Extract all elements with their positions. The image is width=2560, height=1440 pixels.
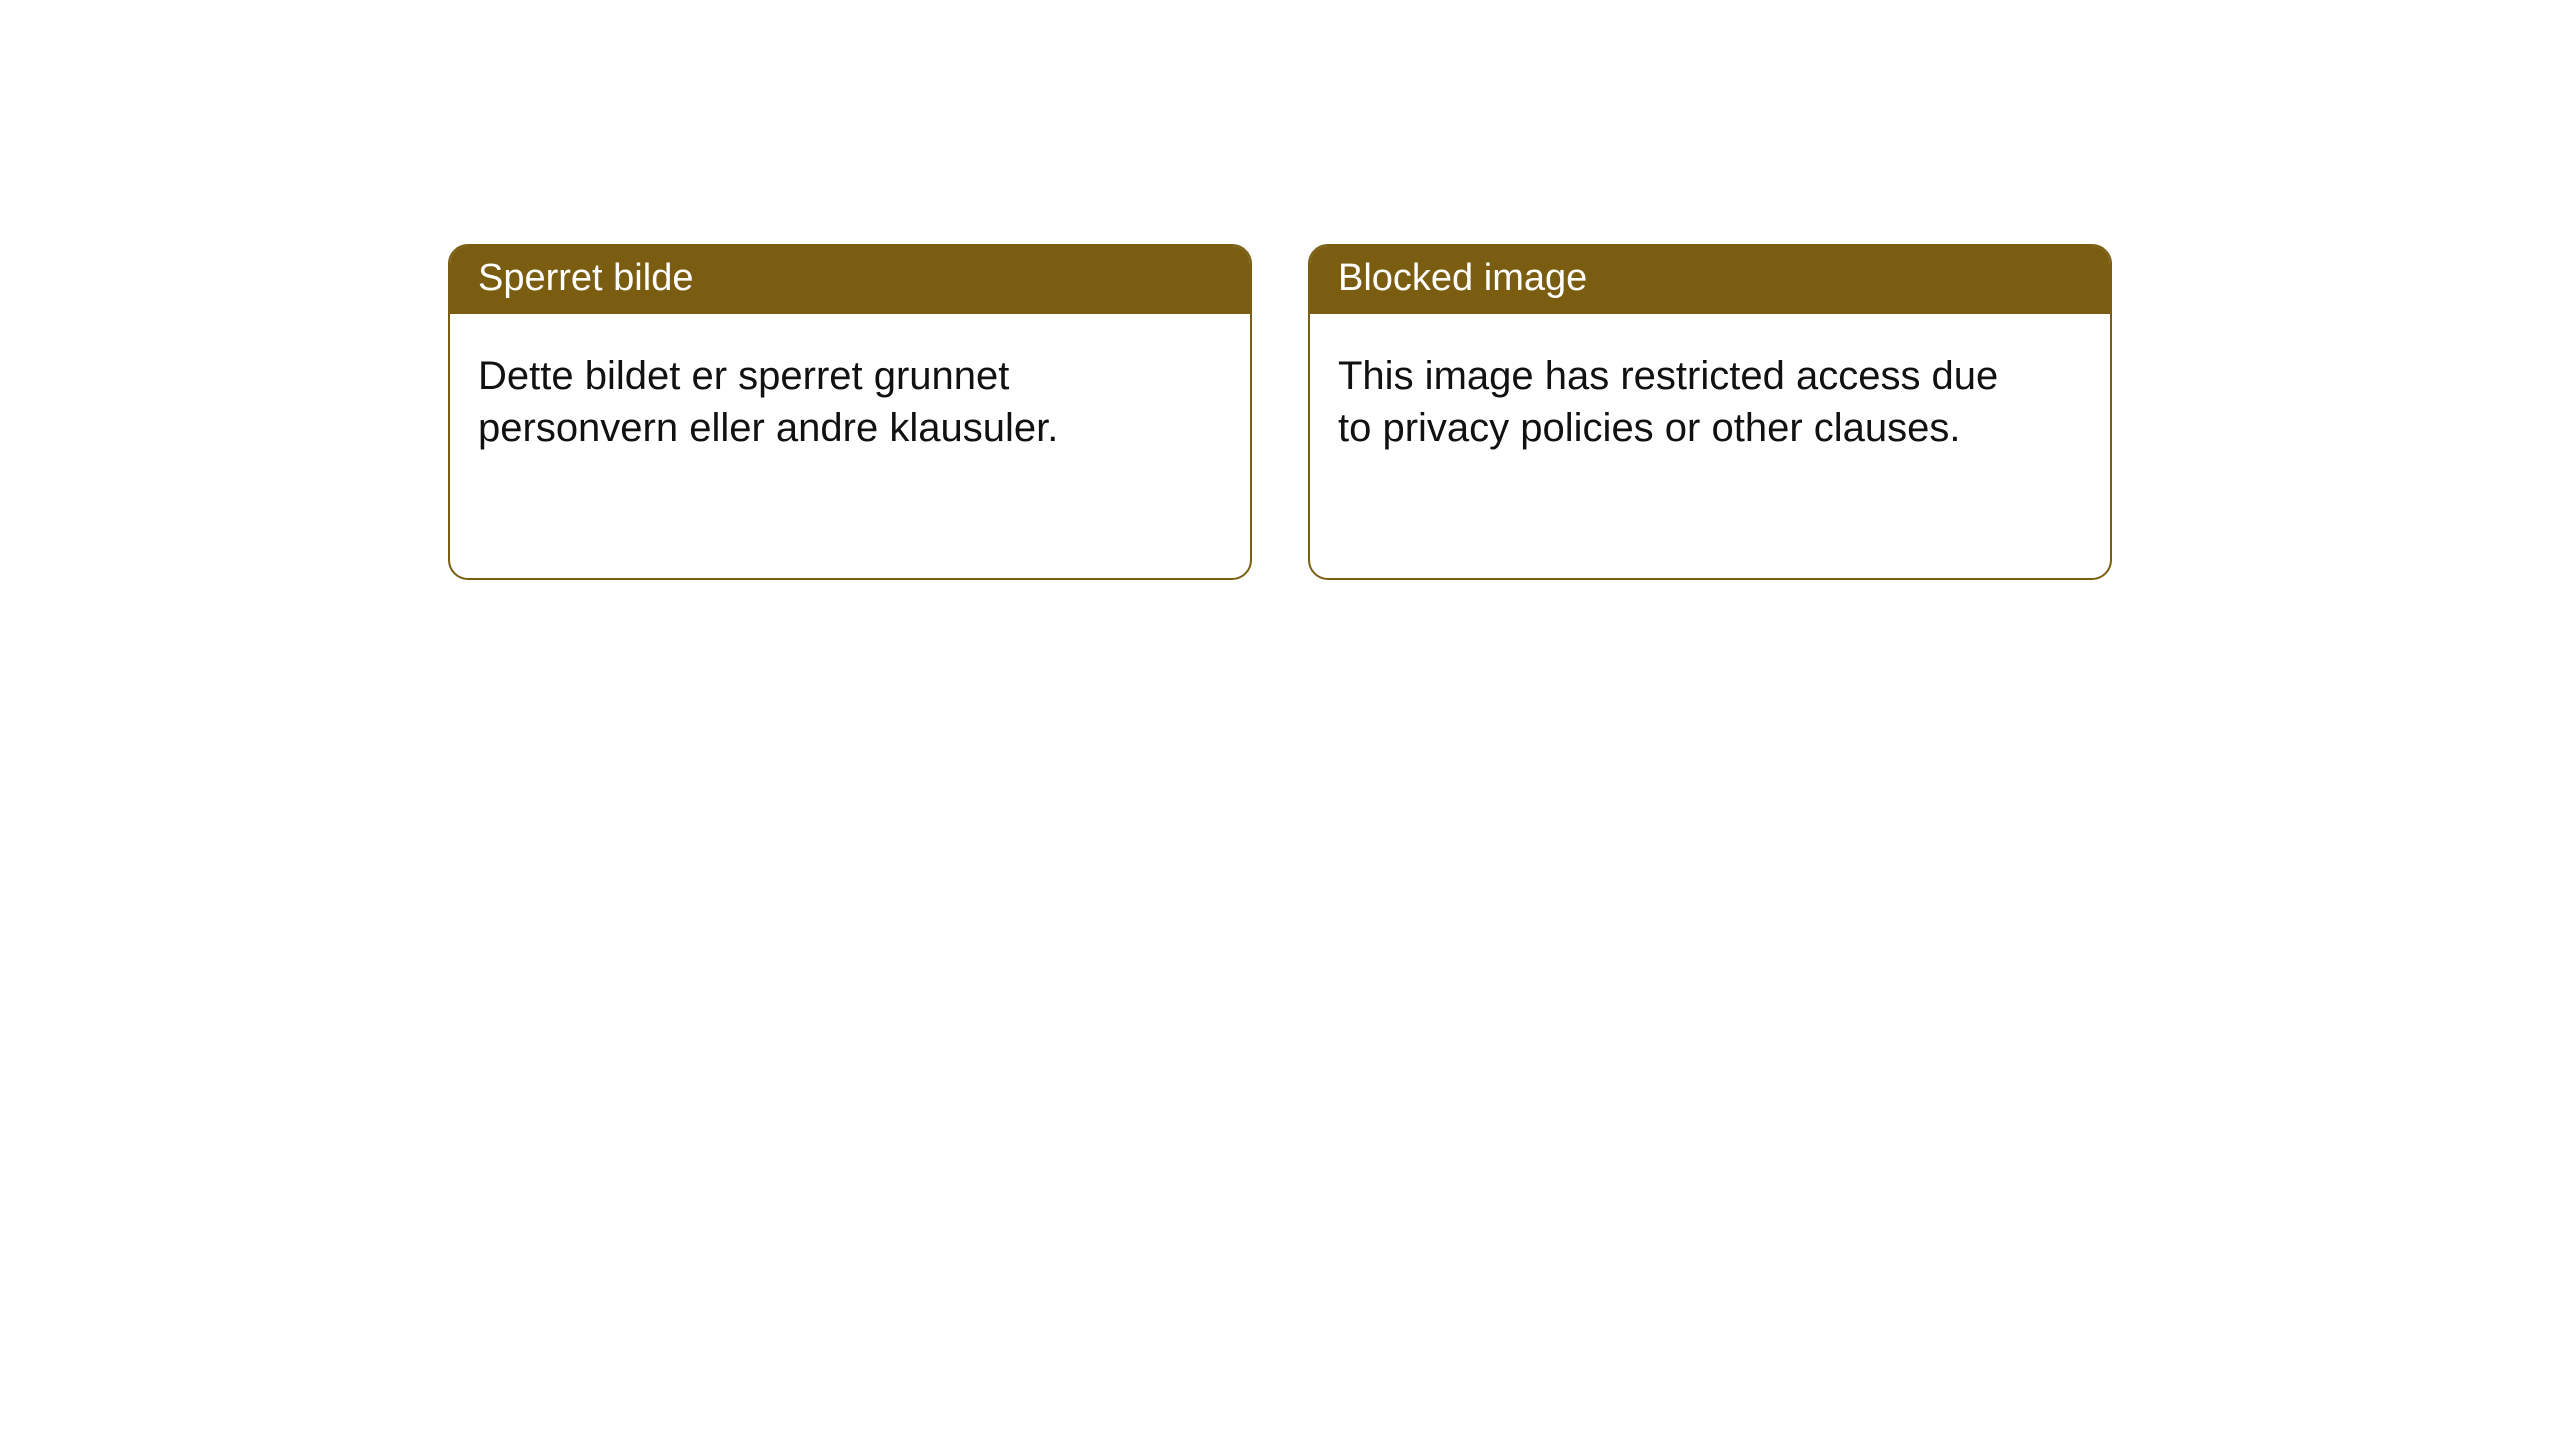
card-body-nb: Dette bildet er sperret grunnet personve… (450, 314, 1170, 484)
page-canvas: Sperret bilde Dette bildet er sperret gr… (0, 0, 2560, 1440)
blocked-image-card-nb: Sperret bilde Dette bildet er sperret gr… (448, 244, 1252, 580)
blocked-image-card-en: Blocked image This image has restricted … (1308, 244, 2112, 580)
card-body-en: This image has restricted access due to … (1310, 314, 2030, 484)
notice-cards-row: Sperret bilde Dette bildet er sperret gr… (448, 244, 2112, 580)
card-title-nb: Sperret bilde (450, 246, 1250, 314)
card-title-en: Blocked image (1310, 246, 2110, 314)
